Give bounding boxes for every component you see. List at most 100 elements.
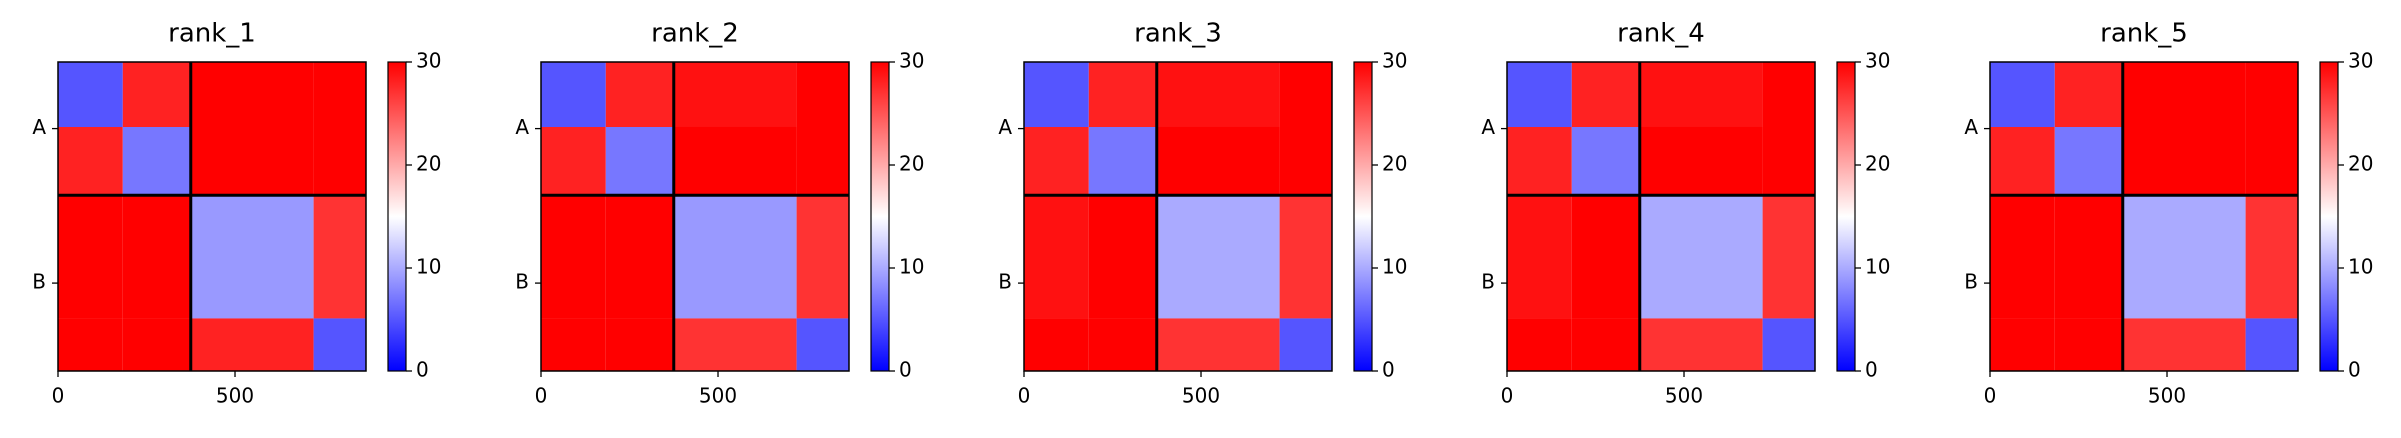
y-tick-label: A: [1964, 115, 1978, 139]
heatmap-cell: [1279, 195, 1332, 319]
heatmap-cell: [1990, 62, 2055, 127]
y-tick-label: A: [998, 115, 1012, 139]
heatmap-cell: [1639, 126, 1763, 196]
colorbar-tick-label: 0: [1382, 358, 1395, 382]
colorbar-tick-label: 0: [899, 358, 912, 382]
heatmap-cell: [1507, 62, 1572, 127]
heatmap-cell: [190, 195, 314, 319]
heatmap-cell: [2245, 62, 2298, 127]
plot-frame: [57, 61, 367, 372]
heatmap-cell: [1990, 318, 2055, 371]
colorbar-tick-label: 30: [416, 49, 441, 73]
plot-frame: [1989, 61, 2299, 372]
heatmap-cell: [58, 62, 123, 127]
colorbar-tick-label: 0: [2348, 358, 2361, 382]
x-tick-label: 500: [216, 384, 254, 408]
heatmap-cell: [58, 318, 123, 371]
colorbar-tick-label: 0: [1865, 358, 1878, 382]
heatmap-cell: [1024, 126, 1089, 196]
panel-title: rank_3: [1134, 19, 1222, 49]
colorbar-tick-label: 20: [899, 152, 924, 176]
colorbar: [1353, 61, 1373, 372]
panel-title: rank_2: [651, 19, 739, 49]
x-tick-label: 0: [1984, 384, 1997, 408]
heatmap-cell: [1279, 62, 1332, 127]
heatmap-cell: [1571, 195, 1640, 319]
colorbar-tick-label: 30: [1382, 49, 1407, 73]
heatmap-cell: [2245, 195, 2298, 319]
y-tick-label: A: [1481, 115, 1495, 139]
heatmap-cell: [1088, 318, 1157, 371]
heatmap-cell: [605, 195, 674, 319]
colorbar-tick-label: 10: [1865, 255, 1890, 279]
colorbar-tick-label: 10: [2348, 255, 2373, 279]
x-tick-label: 0: [52, 384, 65, 408]
colorbar-tick-label: 0: [416, 358, 429, 382]
heatmap-cell: [673, 62, 797, 127]
heatmap-cell: [1762, 195, 1815, 319]
colorbar-tick-label: 30: [899, 49, 924, 73]
x-tick-label: 0: [1501, 384, 1514, 408]
y-tick-label: B: [515, 270, 529, 294]
heatmap-cell: [122, 62, 191, 127]
heatmap-cell: [541, 126, 606, 196]
heatmap-cell: [58, 195, 123, 319]
colorbar-tick-label: 20: [416, 152, 441, 176]
heatmap-cell: [1279, 318, 1332, 371]
colorbar-tick-label: 30: [1865, 49, 1890, 73]
heatmap-cell: [1279, 126, 1332, 196]
heatmap-cell: [1639, 62, 1763, 127]
colorbar-tick-label: 30: [2348, 49, 2373, 73]
heatmap-cell: [796, 62, 849, 127]
heatmap-cell: [1507, 318, 1572, 371]
heatmap-cell: [1024, 195, 1089, 319]
heatmap-cell: [1507, 195, 1572, 319]
heatmap-cell: [673, 318, 797, 371]
y-tick-label: B: [1964, 270, 1978, 294]
heatmap-cell: [541, 62, 606, 127]
heatmap-cell: [190, 126, 314, 196]
heatmap-cell: [1088, 195, 1157, 319]
heatmap-cell: [541, 318, 606, 371]
heatmap-cell: [2054, 318, 2123, 371]
heatmap-cell: [605, 126, 674, 196]
colorbar-tick-label: 20: [1382, 152, 1407, 176]
y-tick-label: B: [998, 270, 1012, 294]
heatmap-cell: [313, 195, 366, 319]
y-tick-label: B: [32, 270, 46, 294]
heatmap-cell: [1088, 62, 1157, 127]
colorbar: [2319, 61, 2339, 372]
heatmap-cell: [190, 62, 314, 127]
heatmap-cell: [1571, 126, 1640, 196]
heatmap-cell: [1990, 126, 2055, 196]
heatmap-cell: [541, 195, 606, 319]
heatmap-cell: [2122, 195, 2246, 319]
x-tick-label: 500: [1182, 384, 1220, 408]
plot-frame: [1023, 61, 1333, 372]
colorbar-tick-label: 20: [1865, 152, 1890, 176]
heatmap-cell: [1024, 62, 1089, 127]
x-tick-label: 500: [2148, 384, 2186, 408]
heatmap-cell: [1762, 126, 1815, 196]
colorbar: [387, 61, 407, 372]
heatmap-cell: [1156, 318, 1280, 371]
heatmap-cell: [2054, 62, 2123, 127]
heatmap-cell: [796, 318, 849, 371]
heatmap-cell: [190, 318, 314, 371]
heatmap-cell: [58, 126, 123, 196]
x-tick-label: 0: [535, 384, 548, 408]
x-tick-label: 0: [1018, 384, 1031, 408]
heatmap-cell: [1571, 62, 1640, 127]
colorbar-tick-label: 10: [899, 255, 924, 279]
heatmap-cell: [2122, 318, 2246, 371]
heatmap-cell: [605, 62, 674, 127]
colorbar: [870, 61, 890, 372]
panel-title: rank_1: [168, 19, 256, 49]
heatmap-cell: [1088, 126, 1157, 196]
heatmap-cell: [2245, 126, 2298, 196]
heatmap-cell: [2054, 195, 2123, 319]
heatmap-cell: [605, 318, 674, 371]
colorbar: [1836, 61, 1856, 372]
heatmap-cell: [1571, 318, 1640, 371]
